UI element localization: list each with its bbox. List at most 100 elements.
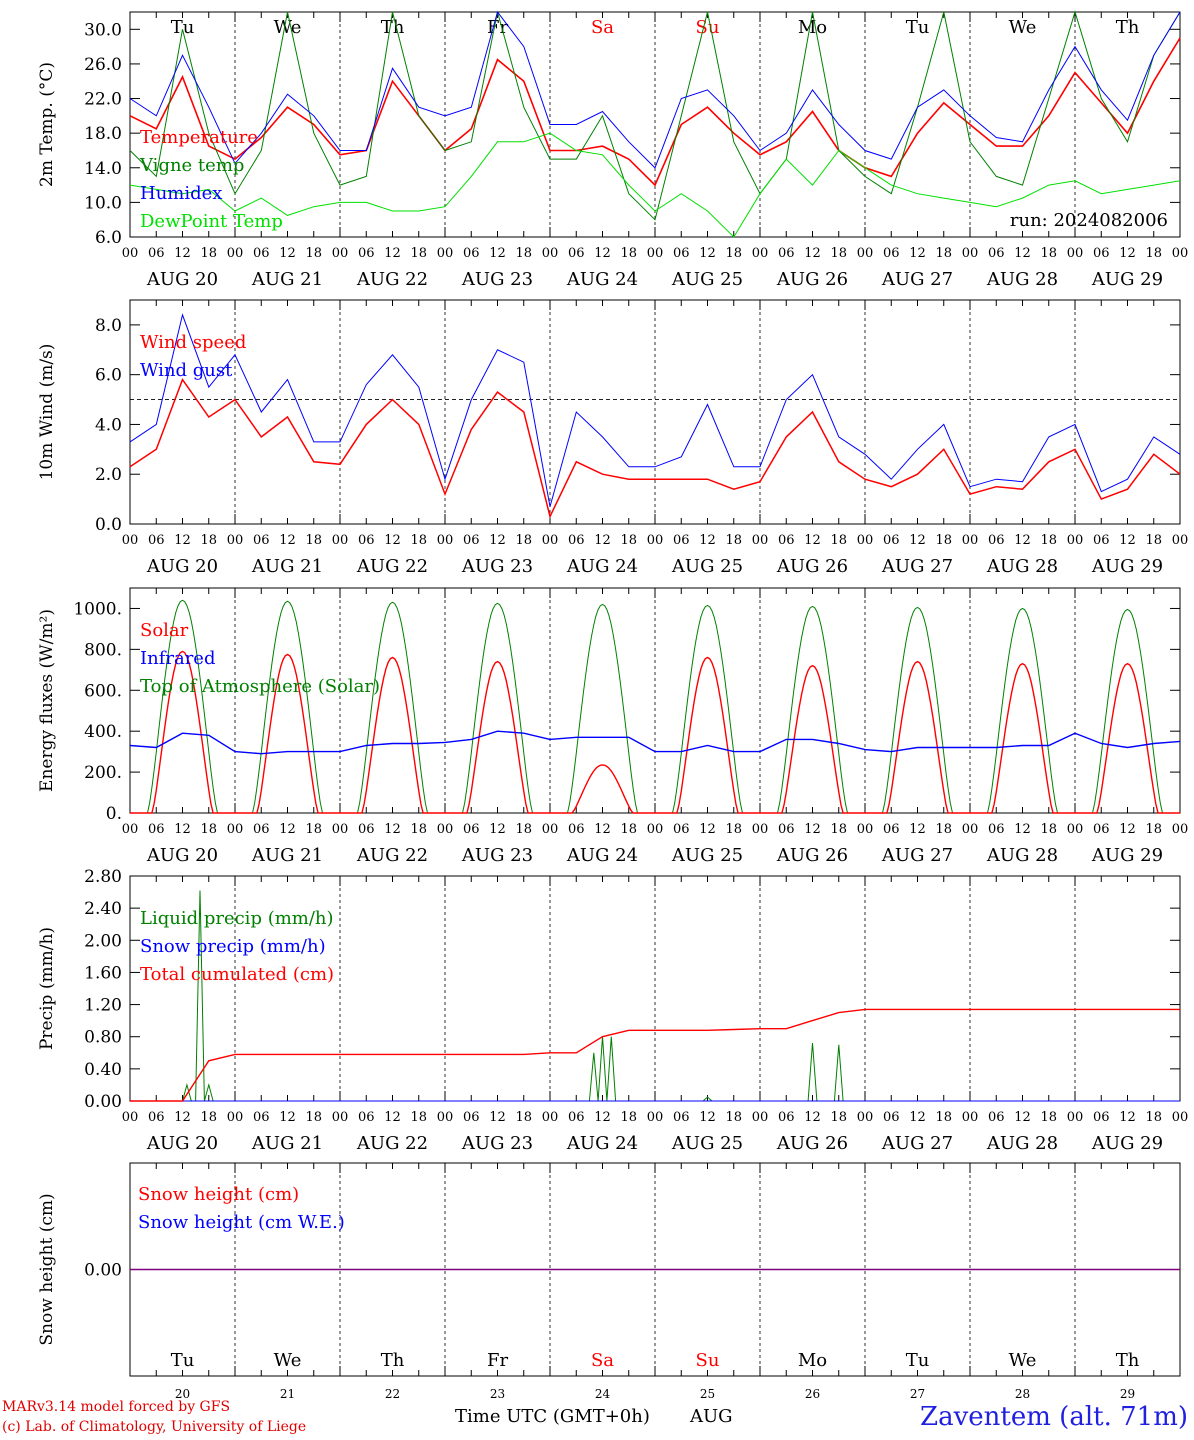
y-tick-label: 0.00 (84, 1092, 122, 1112)
x-date-label: AUG 23 (461, 269, 533, 290)
x-hour-label: 18 (200, 533, 217, 548)
x-hour-label: 00 (332, 246, 349, 261)
x-hour-label: 00 (1067, 246, 1084, 261)
series-line-wind-gust (129, 313, 1181, 507)
x-hour-label: 18 (830, 822, 847, 837)
x-hour-label: 00 (857, 822, 874, 837)
station-name: Zaventem (alt. 71m) (920, 1402, 1188, 1432)
x-date-label: AUG 26 (776, 556, 848, 577)
y-tick-label: 6.0 (95, 366, 122, 386)
x-hour-label: 12 (909, 1110, 926, 1125)
x-hour-label: 00 (542, 533, 559, 548)
x-date-label: AUG 21 (251, 556, 323, 577)
x-hour-label: 06 (463, 533, 480, 548)
x-hour-label: 12 (1014, 246, 1031, 261)
x-hour-label: 06 (463, 1110, 480, 1125)
x-date-label: AUG 29 (1091, 556, 1163, 577)
x-hour-label: 12 (594, 822, 611, 837)
x-hour-label: 06 (778, 1110, 795, 1125)
x-date-label: AUG 22 (356, 269, 428, 290)
x-hour-label: 18 (1145, 246, 1162, 261)
x-date-label: AUG 27 (881, 556, 953, 577)
x-hour-label: 12 (1119, 533, 1136, 548)
x-hour-label: 06 (988, 1110, 1005, 1125)
series-line-temperature (129, 37, 1181, 187)
day-number-label: 28 (1015, 1387, 1030, 1400)
x-hour-label: 00 (542, 822, 559, 837)
x-hour-label: 06 (253, 533, 270, 548)
x-hour-label: 12 (1119, 822, 1136, 837)
x-date-label: AUG 22 (356, 556, 428, 577)
x-hour-label: 00 (1067, 822, 1084, 837)
x-hour-label: 06 (883, 533, 900, 548)
x-date-label: AUG 24 (566, 1133, 638, 1154)
x-hour-label: 00 (857, 533, 874, 548)
x-date-label: AUG 28 (986, 845, 1058, 866)
x-date-label: AUG 27 (881, 845, 953, 866)
x-date-label: AUG 20 (146, 556, 218, 577)
x-date-label: AUG 23 (461, 556, 533, 577)
x-date-label: AUG 24 (566, 845, 638, 866)
series-line-vigne-temp (129, 10, 1181, 221)
x-date-label: AUG 20 (146, 1133, 218, 1154)
model-credit: MARv3.14 model forced by GFS (2, 1399, 231, 1415)
x-hour-label: 12 (804, 533, 821, 548)
x-hour-label: 12 (804, 246, 821, 261)
day-name-label: Th (381, 17, 405, 38)
x-hour-label: 18 (515, 246, 532, 261)
day-name-label: Sa (591, 17, 614, 38)
legend-entry: Total cumulated (cm) (140, 964, 334, 985)
x-hour-label: 00 (962, 246, 979, 261)
y-tick-label: 30.0 (84, 20, 122, 40)
legend-entry: Temperature (140, 127, 258, 148)
x-date-label: AUG 25 (671, 556, 743, 577)
x-hour-label: 18 (620, 246, 637, 261)
x-hour-label: 06 (988, 822, 1005, 837)
x-axis-label: Time UTC (GMT+0h) (455, 1406, 650, 1427)
legend-entry: Wind gust (140, 360, 233, 381)
x-hour-label: 06 (148, 1110, 165, 1125)
x-hour-label: 12 (699, 822, 716, 837)
y-tick-label: 8.0 (95, 316, 122, 336)
x-date-label: AUG 25 (671, 1133, 743, 1154)
x-hour-label: 00 (1067, 533, 1084, 548)
day-name-label: Th (1116, 1350, 1140, 1371)
y-tick-label: 0.00 (84, 1261, 122, 1281)
series-line-infrared (129, 730, 1181, 755)
x-hour-label: 18 (830, 533, 847, 548)
x-hour-label: 00 (227, 822, 244, 837)
y-tick-label: 22.0 (84, 90, 122, 110)
x-hour-label: 06 (568, 533, 585, 548)
y-axis-title: 10m Wind (m/s) (37, 344, 57, 481)
day-number-label: 29 (1120, 1387, 1135, 1400)
legend-entry: Snow precip (mm/h) (140, 936, 326, 957)
x-hour-label: 12 (489, 822, 506, 837)
x-hour-label: 06 (673, 246, 690, 261)
x-hour-label: 00 (1067, 1110, 1084, 1125)
x-hour-label: 06 (778, 246, 795, 261)
day-name-label: Th (1116, 17, 1140, 38)
x-hour-label: 12 (909, 822, 926, 837)
x-hour-label: 18 (410, 1110, 427, 1125)
x-date-label: AUG 24 (566, 269, 638, 290)
y-tick-label: 18.0 (84, 124, 122, 144)
x-date-label: AUG 28 (986, 269, 1058, 290)
x-hour-label: 12 (594, 1110, 611, 1125)
x-hour-label: 00 (332, 1110, 349, 1125)
legend-entry: Liquid precip (mm/h) (140, 908, 334, 929)
x-hour-label: 00 (1172, 1110, 1189, 1125)
day-name-label: Su (696, 1350, 720, 1371)
x-hour-label: 18 (1145, 822, 1162, 837)
x-date-label: AUG 29 (1091, 1133, 1163, 1154)
x-hour-label: 00 (437, 1110, 454, 1125)
y-tick-label: 14.0 (84, 159, 122, 179)
x-hour-label: 12 (384, 822, 401, 837)
y-tick-label: 0.80 (84, 1028, 122, 1048)
x-hour-label: 18 (200, 246, 217, 261)
x-hour-label: 18 (725, 533, 742, 548)
x-hour-label: 18 (200, 822, 217, 837)
x-hour-label: 18 (1040, 822, 1057, 837)
day-name-label: Tu (906, 17, 930, 38)
x-hour-label: 18 (200, 1110, 217, 1125)
x-hour-label: 00 (647, 1110, 664, 1125)
